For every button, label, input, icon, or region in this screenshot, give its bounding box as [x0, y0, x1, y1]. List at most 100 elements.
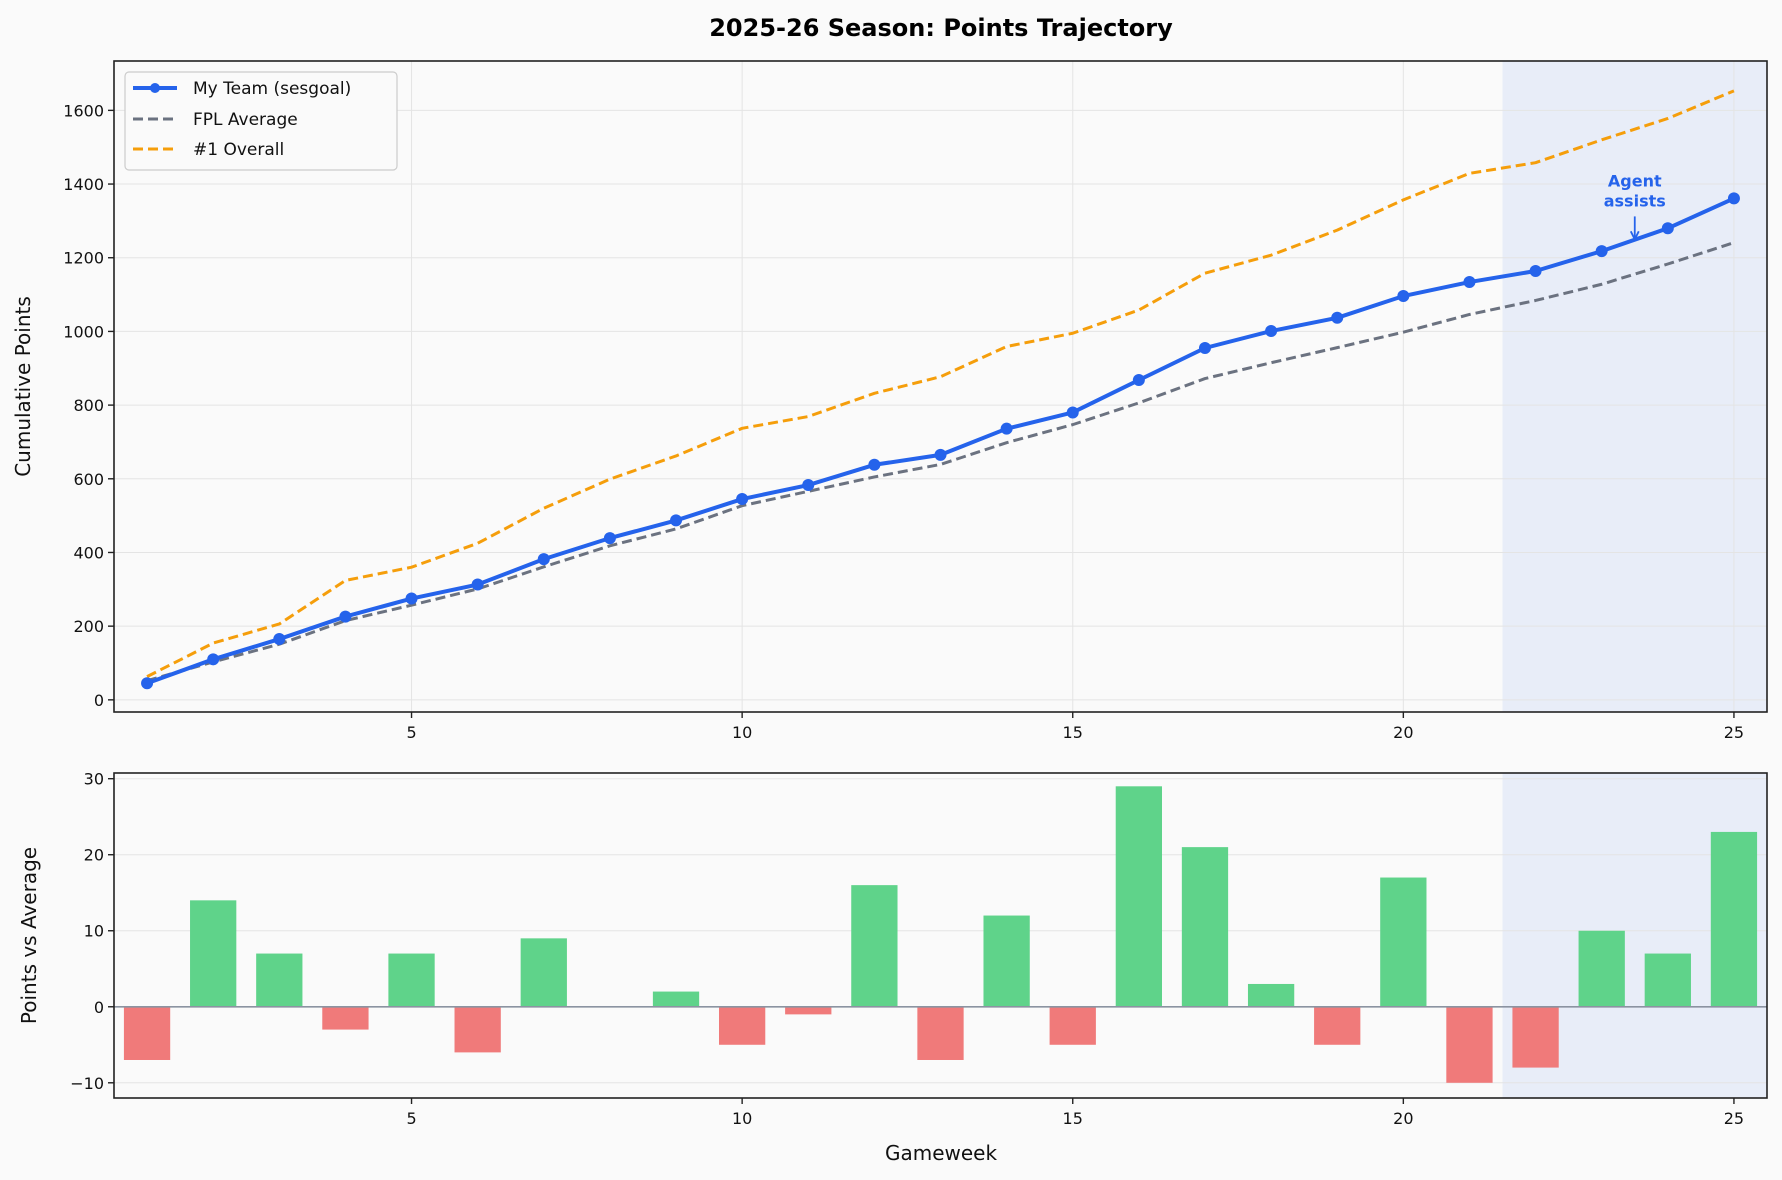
bar-positive — [1181, 847, 1229, 1007]
bar-positive — [1380, 877, 1427, 1007]
bottom-axis-ticks: 5 10 15 20 25 −10 0 10 20 30 — [70, 770, 1744, 1128]
data-point-marker — [537, 553, 550, 566]
data-point-marker — [207, 653, 220, 666]
bar-positive — [1578, 930, 1625, 1007]
top-series-lines — [141, 89, 1740, 690]
x-tick-label: 25 — [1724, 723, 1744, 742]
bar-positive — [1115, 786, 1163, 1007]
bar-negative — [123, 1006, 171, 1060]
top-y-axis-label: Cumulative Points — [11, 296, 35, 477]
data-point-marker — [1661, 222, 1674, 235]
y-tick-label: 20 — [84, 846, 104, 865]
data-point-marker — [1595, 245, 1608, 258]
bar-positive — [1710, 831, 1758, 1007]
y-tick-label: 1200 — [63, 249, 104, 268]
data-point-marker — [1132, 374, 1145, 387]
data-point-marker — [868, 458, 881, 471]
series-line-2 — [146, 89, 1735, 678]
series-line-1 — [146, 241, 1735, 683]
data-point-marker — [273, 633, 286, 646]
bar-positive — [1644, 953, 1691, 1007]
legend-item-top-overall: #1 Overall — [133, 140, 284, 160]
y-tick-label: 0 — [94, 691, 104, 710]
bar-negative — [785, 1006, 832, 1015]
bar-positive — [983, 915, 1030, 1007]
y-tick-label: 1000 — [63, 322, 104, 341]
data-point-marker — [1198, 342, 1211, 354]
x-tick-label: 15 — [1063, 723, 1083, 742]
bottom-y-axis-label: Points vs Average — [17, 847, 41, 1024]
legend-label: FPL Average — [193, 110, 298, 130]
y-tick-label: 600 — [73, 470, 104, 489]
data-point-marker — [405, 592, 418, 605]
legend-marker-icon — [150, 83, 160, 93]
y-tick-label: −10 — [70, 1074, 104, 1093]
bar-negative — [322, 1006, 369, 1030]
legend-item-fpl-average: FPL Average — [133, 110, 298, 130]
x-tick-label: 25 — [1724, 1109, 1744, 1128]
data-point-marker — [141, 677, 154, 690]
y-tick-label: 1400 — [63, 175, 104, 194]
y-tick-label: 0 — [94, 998, 104, 1017]
legend-box — [124, 71, 398, 171]
data-point-marker — [802, 479, 815, 492]
annotation-line1: Agent — [1608, 171, 1662, 190]
data-point-marker — [603, 532, 616, 545]
bar-negative — [917, 1006, 964, 1060]
x-tick-label: 5 — [406, 1109, 416, 1128]
x-tick-label: 15 — [1063, 1109, 1083, 1128]
annotation-line2: assists — [1604, 191, 1666, 210]
y-tick-label: 400 — [73, 543, 104, 562]
x-tick-label: 20 — [1393, 1109, 1413, 1128]
data-point-marker — [1331, 311, 1344, 324]
legend-label: My Team (sesgoal) — [193, 79, 351, 99]
agent-period-shade — [1502, 61, 1767, 712]
x-axis-label: Gameweek — [885, 1141, 998, 1165]
top-axes-frame — [113, 60, 1768, 713]
data-point-marker — [1066, 406, 1079, 419]
chart-title: 2025-26 Season: Points Trajectory — [709, 14, 1173, 42]
data-point-marker — [670, 514, 683, 527]
bar-negative — [1049, 1006, 1096, 1045]
data-point-marker — [1000, 422, 1013, 435]
data-point-marker — [1727, 192, 1740, 205]
agent-assists-annotation: Agent assists — [1604, 171, 1666, 242]
bar-negative — [718, 1006, 766, 1045]
arrowhead-icon — [1629, 230, 1640, 242]
y-tick-label: 10 — [84, 922, 104, 941]
bar-positive — [388, 953, 435, 1007]
top-gridlines — [114, 61, 1767, 712]
bar-positive — [851, 885, 898, 1007]
x-tick-label: 20 — [1393, 723, 1413, 742]
y-tick-label: 1600 — [63, 101, 104, 120]
bar-negative — [1512, 1006, 1559, 1068]
points-vs-average-panel: 5 10 15 20 25 −10 0 10 20 30 Points vs Average Ga… — [17, 770, 1768, 1165]
x-tick-label: 10 — [732, 1109, 752, 1128]
data-point-marker — [1529, 265, 1542, 277]
difference-bars — [123, 786, 1758, 1083]
legend-label: #1 Overall — [193, 140, 284, 160]
data-point-marker — [339, 610, 352, 623]
legend-item-my-team: My Team (sesgoal) — [133, 79, 351, 99]
bar-positive — [520, 938, 567, 1007]
data-point-marker — [736, 493, 749, 506]
top-axis-ticks: 5 10 15 20 25 0 200 400 600 800 1000 1200 1400 1600 — [63, 101, 1744, 742]
bar-negative — [1446, 1006, 1493, 1083]
x-tick-label: 5 — [406, 723, 416, 742]
y-tick-label: 30 — [84, 770, 104, 789]
legend: My Team (sesgoal) FPL Average #1 Overall — [124, 71, 398, 171]
x-tick-label: 10 — [732, 723, 752, 742]
data-point-marker — [1463, 276, 1476, 289]
bar-positive — [256, 953, 303, 1007]
bar-positive — [1247, 983, 1295, 1007]
data-point-marker — [471, 578, 484, 591]
y-tick-label: 200 — [73, 617, 104, 636]
y-tick-label: 800 — [73, 396, 104, 415]
bottom-axes-frame — [113, 772, 1768, 1099]
data-point-marker — [1265, 325, 1278, 338]
cumulative-points-panel: Agent assists 5 10 15 20 25 0 200 400 600 800 1000… — [11, 60, 1768, 742]
data-point-marker — [934, 448, 947, 461]
data-point-marker — [1397, 290, 1410, 303]
